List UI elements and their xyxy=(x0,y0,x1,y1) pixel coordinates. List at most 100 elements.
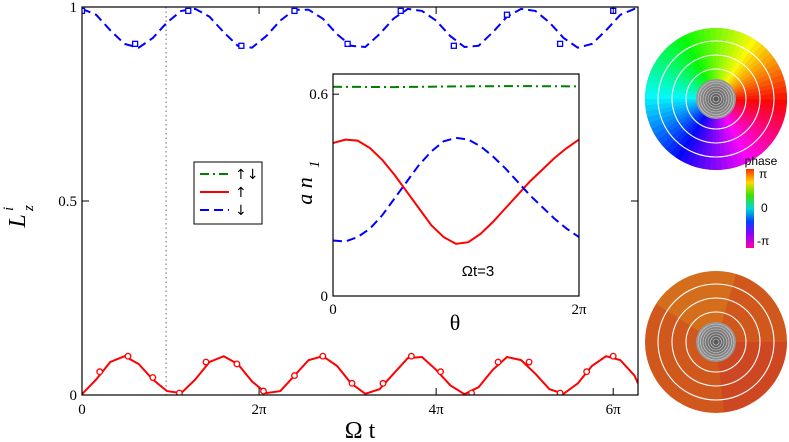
main-y-label-sub: z xyxy=(21,205,37,212)
main-series-0-marker xyxy=(238,42,245,49)
core-ring xyxy=(702,85,730,113)
main-series-1-marker xyxy=(260,387,267,395)
main-plot: 0 2π 4π 6π 0 0.5 1 Ω t L z i xyxy=(1,0,639,442)
inset-y-axis-label: a n 1 xyxy=(292,161,323,205)
core-ring xyxy=(697,80,735,118)
inset-y-tick-label: 0 xyxy=(321,289,329,305)
main-series-0-marker xyxy=(82,7,86,15)
disk-top-ring-middle xyxy=(671,54,761,144)
core-ring xyxy=(707,90,725,108)
main-y-axis-label: L z i xyxy=(1,205,37,229)
main-y-tick-label: 1 xyxy=(70,0,78,16)
main-series-1-marker xyxy=(407,352,415,360)
main-series-1-marker xyxy=(583,368,591,376)
core-ring xyxy=(700,83,732,115)
core-ring xyxy=(707,333,725,351)
colorbar-tick-bottom: -π xyxy=(757,234,769,248)
legend: ↑↓↑↓ xyxy=(193,161,263,225)
main-series-1-line xyxy=(82,355,638,395)
main-series-0-marker xyxy=(397,7,404,15)
colorbar-tick-middle: 0 xyxy=(761,201,768,215)
inset-plot: 0 2π 0 0.6 Ωt=3 θ a n 1 xyxy=(292,73,587,335)
main-y-tick-label: 0 xyxy=(70,388,78,404)
main-series-1-marker xyxy=(609,352,617,360)
main-series-1-marker xyxy=(437,368,445,376)
inset-y-label-sub: 1 xyxy=(307,161,323,169)
main-y-label-sup: i xyxy=(1,207,17,211)
core-ring xyxy=(712,338,720,346)
main-series-0-marker xyxy=(344,40,351,48)
main-series-0-marker xyxy=(556,40,564,48)
disk-bottom-ring-outer xyxy=(657,283,775,401)
inset-x-tick-label: 2π xyxy=(571,302,587,318)
core-ring xyxy=(697,323,735,361)
phase-disk-bottom xyxy=(645,271,787,413)
main-x-tick-label: 2π xyxy=(252,402,268,418)
main-x-tick-label: 4π xyxy=(429,402,445,418)
legend-label: ↑ xyxy=(235,185,247,201)
disk-bottom-core-rings xyxy=(697,323,735,361)
main-series-1-marker xyxy=(556,389,564,395)
legend-label: ↓ xyxy=(235,203,247,219)
disk-top-core-rings xyxy=(697,80,735,118)
phase-disk-top xyxy=(644,27,788,171)
colorbar-tick-top: π xyxy=(759,167,767,181)
inset-series-0-line xyxy=(333,85,579,89)
main-series-0-marker xyxy=(291,7,298,15)
main-x-axis-label: Ω t xyxy=(345,418,376,442)
main-series-0-line xyxy=(82,7,638,49)
core-ring xyxy=(702,328,730,356)
main-series-0-marker xyxy=(503,11,511,18)
inset-plot-frame xyxy=(332,73,580,297)
inset-annotation: Ωt=3 xyxy=(462,263,494,280)
core-ring xyxy=(705,88,727,110)
disk-top-core xyxy=(696,79,736,119)
inset-background xyxy=(333,74,579,296)
main-series-0-marker xyxy=(185,7,192,15)
core-ring xyxy=(710,93,722,105)
main-axis-ticks: 0 2π 4π 6π 0 0.5 1 xyxy=(58,0,638,418)
main-series-1-marker xyxy=(525,358,533,366)
main-series-1-marker xyxy=(175,389,183,395)
core-ring xyxy=(712,95,720,103)
inset-series-1-line xyxy=(333,138,579,245)
main-series-group xyxy=(82,7,638,395)
main-x-tick-label: 0 xyxy=(78,402,86,418)
main-series-1-marker xyxy=(149,374,157,381)
disk-bottom-core xyxy=(696,322,736,362)
disk-top-ring-inner xyxy=(685,68,747,130)
disk-top-ring-outer xyxy=(657,40,775,158)
main-y-label-main: L xyxy=(5,214,31,228)
disk-bottom-ring-middle xyxy=(671,297,761,387)
core-ring xyxy=(705,331,727,353)
inset-y-tick-label: 0.6 xyxy=(309,87,328,103)
main-series-1-marker xyxy=(379,379,387,387)
core-ring xyxy=(710,336,722,348)
colorbar-title: phase xyxy=(745,154,778,168)
inset-series-group xyxy=(333,85,579,245)
inset-x-axis-label: θ xyxy=(450,310,461,335)
main-series-1-marker xyxy=(291,372,298,380)
main-series-1-marker xyxy=(233,360,241,368)
main-series-1-marker xyxy=(468,389,476,395)
main-series-1-marker xyxy=(124,352,132,360)
disk-bottom-ring-inner xyxy=(685,311,747,373)
inset-x-tick-label: 0 xyxy=(329,302,337,318)
main-series-1-marker xyxy=(202,358,210,366)
main-series-1-marker xyxy=(348,379,356,387)
inset-series-2-line xyxy=(333,136,579,243)
colorbar-gradient xyxy=(746,169,754,248)
main-series-0-marker xyxy=(131,40,139,48)
legend-label: ↑↓ xyxy=(235,167,258,183)
core-ring xyxy=(700,326,732,358)
main-series-1-marker xyxy=(96,368,104,376)
disk-bottom-shade-red xyxy=(716,342,787,412)
phase-colorbar: phase π 0 -π xyxy=(745,154,778,248)
inset-y-label-main: a n xyxy=(292,177,317,205)
main-y-tick-label: 0.5 xyxy=(58,194,77,210)
inset-axis-ticks: 0 2π 0 0.6 xyxy=(309,87,587,318)
main-x-tick-label: 6π xyxy=(606,402,622,418)
main-series-0-marker xyxy=(450,42,457,49)
main-series-1-marker xyxy=(494,358,502,366)
